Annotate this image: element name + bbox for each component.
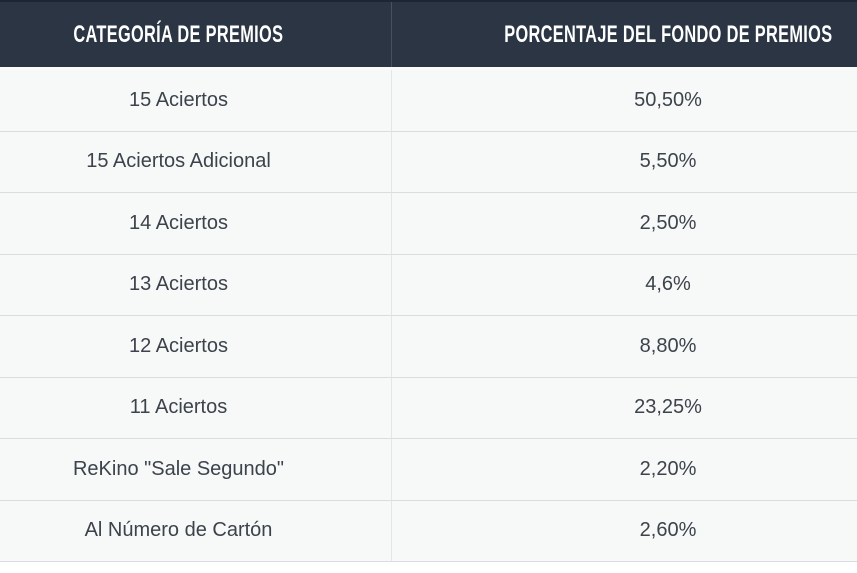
table-row: 11 Aciertos 23,25% — [0, 377, 857, 439]
table-row: Al Número de Cartón 2,60% — [0, 500, 857, 562]
percentage-cell: 2,60% — [392, 500, 857, 562]
category-cell: 15 Aciertos — [0, 70, 392, 132]
category-cell: 11 Aciertos — [0, 377, 392, 439]
category-cell: 13 Aciertos — [0, 254, 392, 316]
percentage-cell: 23,25% — [392, 377, 857, 439]
table-row: 14 Aciertos 2,50% — [0, 193, 857, 255]
table-row: 15 Aciertos 50,50% — [0, 70, 857, 132]
table-row: 12 Aciertos 8,80% — [0, 316, 857, 378]
category-cell: 14 Aciertos — [0, 193, 392, 255]
table-row: 15 Aciertos Adicional 5,50% — [0, 131, 857, 193]
percentage-cell: 5,50% — [392, 131, 857, 193]
percentage-cell: 2,50% — [392, 193, 857, 255]
table-header-category: CATEGORÍA DE PREMIOS — [0, 2, 392, 67]
category-cell: 15 Aciertos Adicional — [0, 131, 392, 193]
table-header-percentage-label: PORCENTAJE DEL FONDO DE PREMIOS — [503, 20, 833, 48]
table-row: 13 Aciertos 4,6% — [0, 254, 857, 316]
table-header-row: CATEGORÍA DE PREMIOS PORCENTAJE DEL FOND… — [0, 2, 857, 70]
category-cell: Al Número de Cartón — [0, 500, 392, 562]
percentage-cell: 4,6% — [392, 254, 857, 316]
category-cell: 12 Aciertos — [0, 316, 392, 378]
percentage-cell: 50,50% — [392, 70, 857, 132]
percentage-cell: 8,80% — [392, 316, 857, 378]
table-header-category-label: CATEGORÍA DE PREMIOS — [73, 20, 284, 48]
category-cell: ReKino "Sale Segundo" — [0, 439, 392, 501]
table-header-percentage: PORCENTAJE DEL FONDO DE PREMIOS — [392, 2, 857, 67]
table-row: ReKino "Sale Segundo" 2,20% — [0, 439, 857, 501]
percentage-cell: 2,20% — [392, 439, 857, 501]
